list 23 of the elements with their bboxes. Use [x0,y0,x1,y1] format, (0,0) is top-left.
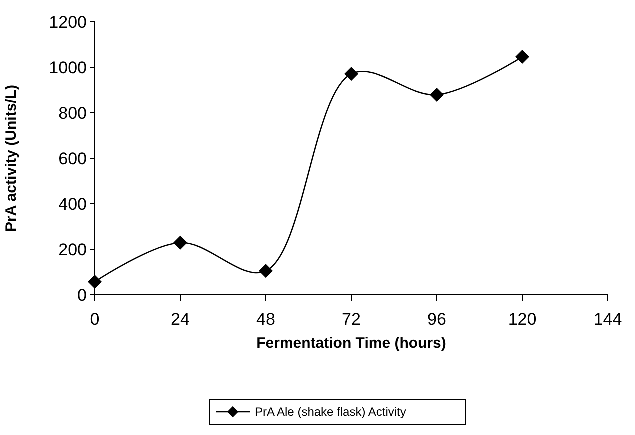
x-tick-label: 48 [256,310,276,329]
point [516,50,530,64]
legend-label: PrA Ale (shake flask) Activity [255,405,406,420]
y-tick-label: 1200 [49,12,87,32]
point [88,275,102,290]
y-tick-label: 600 [58,149,87,168]
x-tick-label: 120 [508,310,537,329]
y-tick-label: 800 [58,104,87,123]
point [344,67,358,82]
y-tick-label: 1000 [49,58,87,78]
x-tick-label: 144 [594,310,622,329]
point [430,88,444,102]
x-axis-title: Fermentation Time (hours) [256,335,446,352]
x-tick-label: 24 [171,310,190,329]
y-axis-title: PrA activity (Units/L) [3,85,20,232]
point [174,236,188,250]
point [259,264,273,278]
x-tick-label: 0 [90,310,100,329]
y-tick-label: 400 [58,194,87,214]
x-tick-label: 96 [428,310,446,329]
x-tick-label: 72 [342,310,361,329]
y-tick-label: 200 [58,240,87,260]
y-tick-label: 0 [78,286,87,305]
